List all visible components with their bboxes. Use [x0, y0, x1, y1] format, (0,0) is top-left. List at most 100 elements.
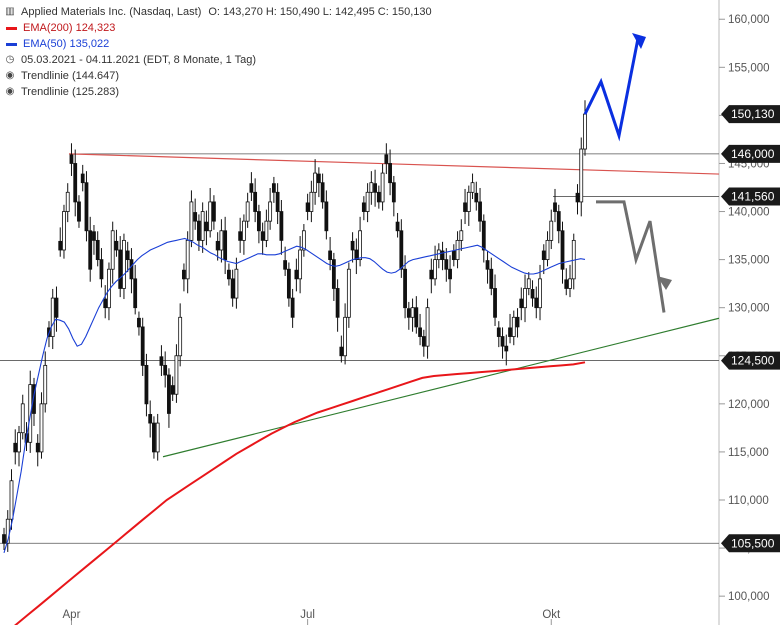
candle-body [163, 364, 168, 376]
candle-body [215, 240, 220, 251]
candle-body [182, 269, 186, 280]
candle-body [335, 288, 340, 318]
candle-body [496, 327, 501, 337]
candle-body [553, 202, 557, 212]
y-tick: 160,000 [719, 14, 770, 26]
candle-body [324, 201, 329, 232]
candle-body [219, 230, 224, 251]
candle-body [212, 201, 216, 222]
candle-body [84, 182, 89, 232]
price-level-badge: 105,500 [721, 534, 780, 553]
support-trendline [162, 317, 720, 458]
candle-body [54, 297, 59, 318]
candle-body [264, 220, 269, 241]
candle-body [399, 230, 404, 270]
candle-body [227, 269, 231, 280]
price-level-badge: 146,000 [721, 144, 780, 163]
candle-body [519, 298, 524, 309]
candle-body [339, 346, 344, 357]
period-label: 05.03.2021 - 04.11.2021 (EDT, 8 Monate, … [21, 54, 257, 66]
y-tick-label: 115,000 [728, 447, 769, 459]
price-level-value: 141,560 [731, 190, 775, 204]
legend-trendline-2[interactable]: ◉ Trendlinie (125.283) [4, 84, 432, 100]
bearish-arrow-head [657, 276, 672, 290]
candle-body [152, 422, 156, 453]
y-tick: 100,000 [719, 591, 770, 603]
target-icon: ◉ [5, 86, 15, 97]
legend-ema50[interactable]: EMA(50) 135,022 [4, 36, 432, 52]
candle-body [429, 269, 434, 280]
candle-body [470, 182, 475, 193]
target-icon: ◉ [5, 70, 15, 81]
candle-body [193, 212, 198, 222]
price-level-badge-bg [721, 144, 780, 163]
candle-body [114, 240, 119, 251]
candle-body [268, 201, 273, 222]
candle-body [245, 201, 250, 222]
candle-body [80, 173, 85, 184]
candle-body [223, 230, 228, 261]
price-level-badge-bg [721, 105, 780, 124]
candle-body [481, 220, 486, 251]
legend-trendline-1[interactable]: ◉ Trendlinie (144.647) [4, 68, 432, 84]
candle-body [418, 327, 422, 337]
candle-body [148, 414, 153, 424]
candle-body [283, 260, 288, 270]
candle-body [478, 201, 482, 222]
candle-body [463, 202, 467, 212]
candle-body [260, 231, 265, 241]
candle-body [459, 230, 464, 241]
candle-body [444, 259, 449, 270]
ema50-label: EMA(50) 135,022 [23, 38, 110, 50]
candle-body [541, 250, 546, 261]
candle-body [290, 297, 295, 318]
candle-body [474, 192, 479, 203]
candle-body [275, 191, 280, 212]
candle-body [125, 250, 130, 261]
candle-body [466, 191, 471, 212]
legend-period: ◷ 05.03.2021 - 04.11.2021 (EDT, 8 Monate… [4, 52, 432, 68]
candle-body [99, 259, 104, 280]
legend-ema200[interactable]: EMA(200) 124,323 [4, 20, 432, 36]
candle-body [62, 211, 66, 251]
candle-body [328, 250, 333, 261]
candle-body [298, 249, 303, 280]
y-tick: 110,000 [719, 495, 769, 507]
candle-body [406, 308, 411, 318]
candle-body [564, 279, 569, 289]
x-tick-label: Jul [300, 609, 315, 621]
ohlc-values: O: 143,270 H: 150,490 L: 142,495 C: 150,… [208, 6, 432, 18]
candle-body [440, 250, 445, 261]
candle-body [354, 249, 359, 261]
trendline-2-label: Trendlinie (125.283) [21, 86, 120, 98]
candle-body [5, 518, 10, 544]
candle-body [575, 192, 580, 203]
candle-body [178, 316, 183, 357]
x-tick: Okt [542, 609, 561, 625]
legend-title-row: ▥ Applied Materials Inc. (Nasdaq, Last) … [4, 4, 432, 20]
candle-body [376, 191, 381, 203]
ema50-swatch [6, 42, 17, 46]
candle-body [433, 259, 437, 280]
legend: ▥ Applied Materials Inc. (Nasdaq, Last) … [4, 4, 432, 100]
price-level-badge-bg [721, 534, 780, 553]
candle-body [73, 163, 78, 203]
candle-body [208, 201, 213, 232]
candle-body [403, 268, 407, 309]
candle-body [129, 259, 134, 280]
candle-body [485, 260, 490, 270]
x-tick: Jul [300, 609, 315, 625]
candle-body [32, 384, 36, 414]
price-level-badge: 141,560 [721, 187, 780, 206]
candle-body [77, 201, 81, 222]
candle-body [20, 403, 25, 434]
clock-icon: ◷ [5, 54, 15, 65]
candle-body [155, 422, 160, 453]
candle-body [515, 316, 520, 328]
candles [2, 100, 587, 552]
bullish-arrow-head [632, 33, 646, 49]
candle-body [9, 480, 14, 520]
candle-body [174, 355, 179, 395]
candle-body [343, 316, 348, 357]
